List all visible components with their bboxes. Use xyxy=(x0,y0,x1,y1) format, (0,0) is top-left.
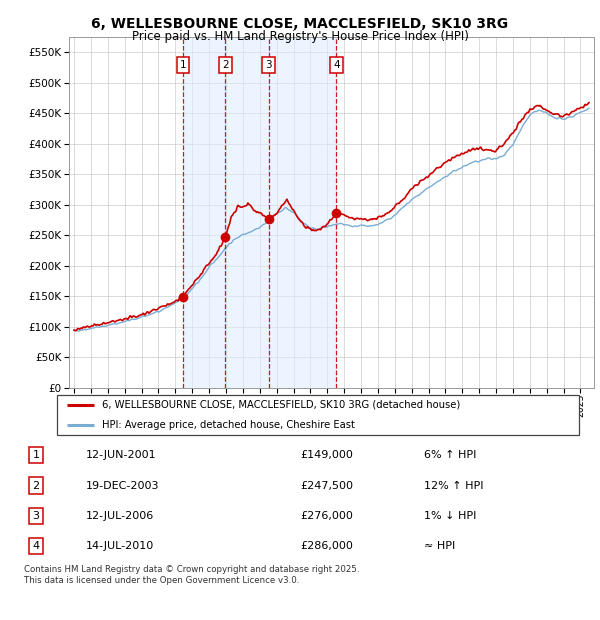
Bar xyxy=(226,37,269,387)
Text: 6, WELLESBOURNE CLOSE, MACCLESFIELD, SK10 3RG: 6, WELLESBOURNE CLOSE, MACCLESFIELD, SK1… xyxy=(91,17,509,32)
Text: £149,000: £149,000 xyxy=(300,450,353,460)
Text: 6% ↑ HPI: 6% ↑ HPI xyxy=(424,450,476,460)
Text: 2: 2 xyxy=(32,480,40,490)
Text: £247,500: £247,500 xyxy=(300,480,353,490)
Text: Contains HM Land Registry data © Crown copyright and database right 2025.
This d: Contains HM Land Registry data © Crown c… xyxy=(24,565,359,585)
Text: 3: 3 xyxy=(265,60,272,69)
Text: 12-JUN-2001: 12-JUN-2001 xyxy=(86,450,157,460)
Text: 14-JUL-2010: 14-JUL-2010 xyxy=(86,541,154,551)
Text: 19-DEC-2003: 19-DEC-2003 xyxy=(86,480,159,490)
Text: 4: 4 xyxy=(32,541,40,551)
Text: 12% ↑ HPI: 12% ↑ HPI xyxy=(424,480,484,490)
Text: 3: 3 xyxy=(32,511,40,521)
Text: 1% ↓ HPI: 1% ↓ HPI xyxy=(424,511,476,521)
Text: 1: 1 xyxy=(32,450,40,460)
Text: ≈ HPI: ≈ HPI xyxy=(424,541,455,551)
FancyBboxPatch shape xyxy=(56,395,580,435)
Text: 1: 1 xyxy=(179,60,186,69)
Text: 12-JUL-2006: 12-JUL-2006 xyxy=(86,511,154,521)
Text: HPI: Average price, detached house, Cheshire East: HPI: Average price, detached house, Ches… xyxy=(101,420,355,430)
Text: £286,000: £286,000 xyxy=(300,541,353,551)
Text: £276,000: £276,000 xyxy=(300,511,353,521)
Text: 6, WELLESBOURNE CLOSE, MACCLESFIELD, SK10 3RG (detached house): 6, WELLESBOURNE CLOSE, MACCLESFIELD, SK1… xyxy=(101,399,460,410)
Text: 2: 2 xyxy=(222,60,229,69)
Bar xyxy=(269,37,337,387)
Text: 4: 4 xyxy=(333,60,340,69)
Text: Price paid vs. HM Land Registry's House Price Index (HPI): Price paid vs. HM Land Registry's House … xyxy=(131,30,469,43)
Bar xyxy=(183,37,226,387)
